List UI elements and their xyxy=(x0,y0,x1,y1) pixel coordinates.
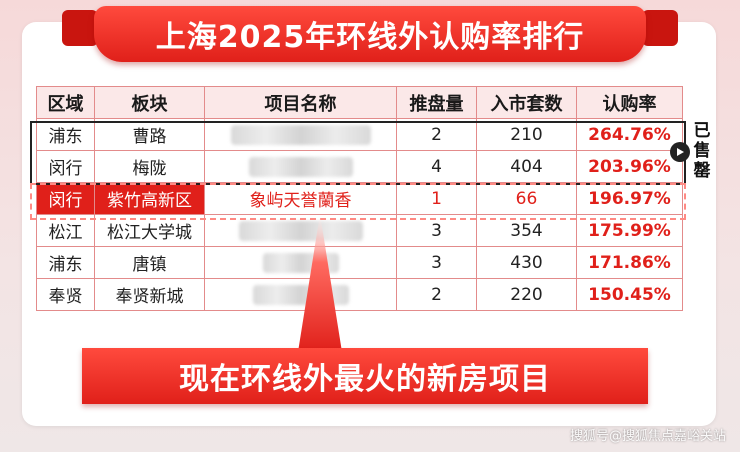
cell-rate: 150.45% xyxy=(576,278,683,311)
cell-rate: 171.86% xyxy=(576,246,683,279)
cell-region: 松江 xyxy=(36,214,95,247)
cell-sector: 松江大学城 xyxy=(94,214,205,247)
cell-sector: 曹路 xyxy=(94,118,205,151)
table-header-row: 区域 板块 项目名称 推盘量 入市套数 认购率 xyxy=(36,86,683,119)
cell-project-blurred xyxy=(204,150,397,183)
header-units: 入市套数 xyxy=(476,86,577,119)
cell-rate: 264.76% xyxy=(576,118,683,151)
cell-sector: 唐镇 xyxy=(94,246,205,279)
table-row: 松江 松江大学城 3 354 175.99% xyxy=(36,214,683,247)
cell-region: 闵行 xyxy=(36,182,95,215)
cell-units: 404 xyxy=(476,150,577,183)
header-sector: 板块 xyxy=(94,86,205,119)
title-tab-right xyxy=(642,10,678,46)
header-supply: 推盘量 xyxy=(396,86,477,119)
cell-region: 浦东 xyxy=(36,246,95,279)
pointer-arrow-icon xyxy=(298,214,342,352)
cell-sector: 紫竹高新区 xyxy=(94,182,205,215)
table-row-highlighted: 闵行 紫竹高新区 象屿天誉蘭香 1 66 196.97% xyxy=(36,182,683,215)
cell-rate: 196.97% xyxy=(576,182,683,215)
cell-region: 浦东 xyxy=(36,118,95,151)
cell-project-blurred xyxy=(204,118,397,151)
cell-supply: 4 xyxy=(396,150,477,183)
cell-units: 430 xyxy=(476,246,577,279)
header-rate: 认购率 xyxy=(576,86,683,119)
title-tab-left xyxy=(62,10,98,46)
table-row: 浦东 曹路 2 210 264.76% xyxy=(36,118,683,151)
sold-out-char: 已 xyxy=(693,121,711,141)
sold-out-char: 售 xyxy=(693,141,711,161)
cell-supply: 2 xyxy=(396,118,477,151)
ranking-table-wrap: 区域 板块 项目名称 推盘量 入市套数 认购率 浦东 曹路 2 210 264.… xyxy=(36,86,683,311)
cell-supply: 2 xyxy=(396,278,477,311)
table-row: 奉贤 奉贤新城 2 220 150.45% xyxy=(36,278,683,311)
cell-sector: 奉贤新城 xyxy=(94,278,205,311)
cell-region: 闵行 xyxy=(36,150,95,183)
ranking-table: 区域 板块 项目名称 推盘量 入市套数 认购率 浦东 曹路 2 210 264.… xyxy=(36,86,683,311)
header-region: 区域 xyxy=(36,86,95,119)
cell-supply: 3 xyxy=(396,214,477,247)
watermark: 搜狐号@搜狐焦点嘉峪关站 xyxy=(569,429,726,444)
bottom-banner: 现在环线外最火的新房项目 xyxy=(82,348,648,404)
play-arrow-icon xyxy=(670,142,690,162)
cell-units: 220 xyxy=(476,278,577,311)
page-title: 上海2025年环线外认购率排行 xyxy=(94,6,646,62)
cell-units: 354 xyxy=(476,214,577,247)
cell-units: 66 xyxy=(476,182,577,215)
cell-supply: 1 xyxy=(396,182,477,215)
cell-project: 象屿天誉蘭香 xyxy=(204,182,397,215)
cell-region: 奉贤 xyxy=(36,278,95,311)
table-row: 浦东 唐镇 3 430 171.86% xyxy=(36,246,683,279)
cell-sector: 梅陇 xyxy=(94,150,205,183)
cell-rate: 175.99% xyxy=(576,214,683,247)
sold-out-char: 罄 xyxy=(693,161,711,181)
cell-supply: 3 xyxy=(396,246,477,279)
sold-out-label: 已 售 罄 xyxy=(690,121,714,181)
table-row: 闵行 梅陇 4 404 203.96% xyxy=(36,150,683,183)
cell-units: 210 xyxy=(476,118,577,151)
header-project: 项目名称 xyxy=(204,86,397,119)
cell-rate: 203.96% xyxy=(576,150,683,183)
